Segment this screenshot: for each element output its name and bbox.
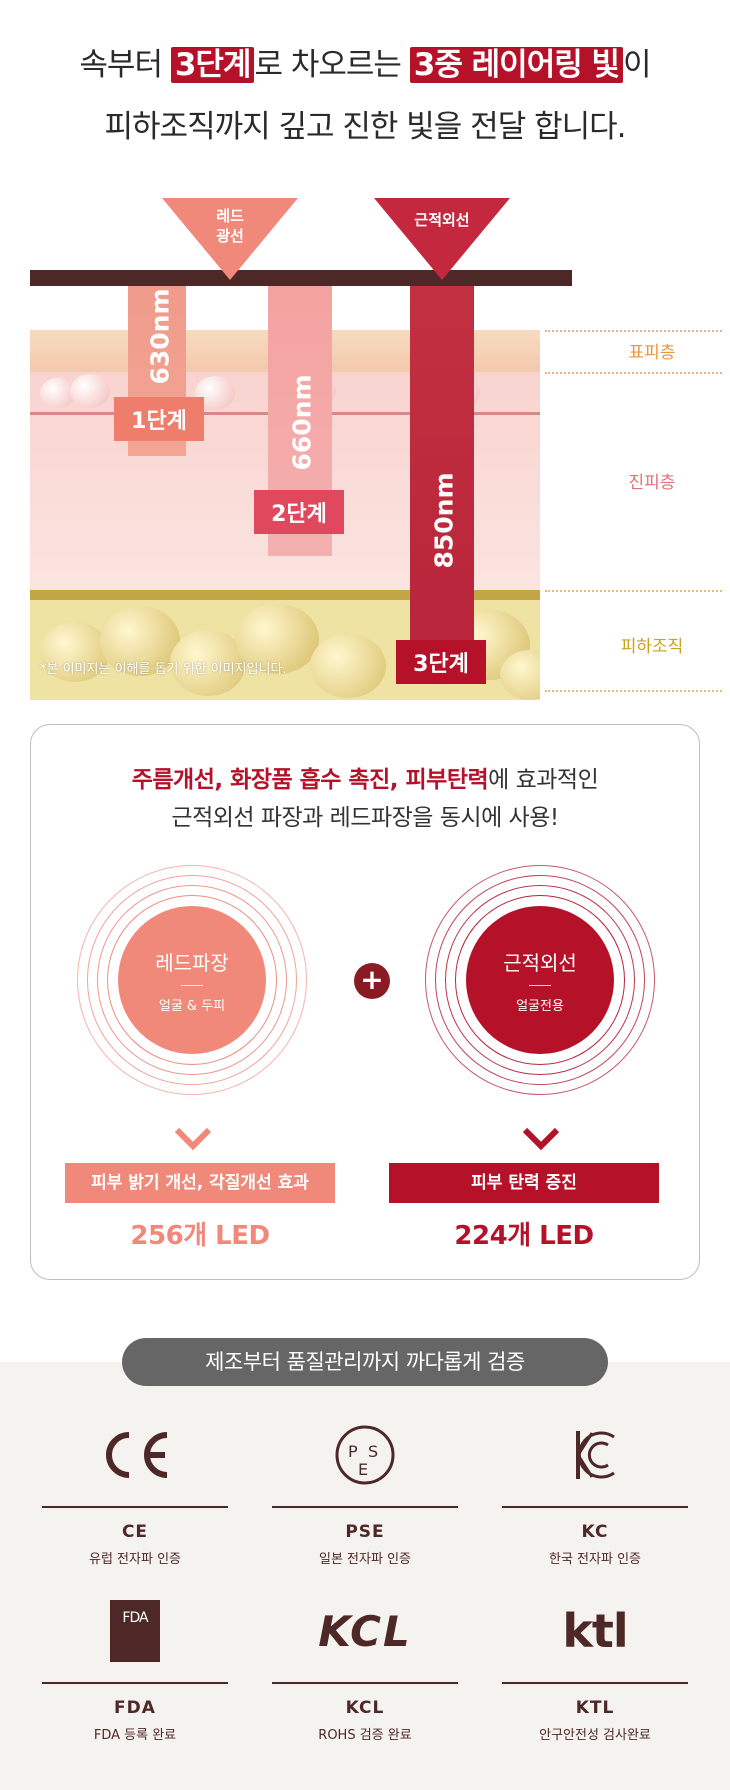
- cert-kcl: KCL KCL ROHS 검증 완료: [272, 1596, 458, 1743]
- disclaimer-note: *본 이미지는 이해를 돕기 위한 이미지입니다.: [40, 662, 287, 677]
- wavelength-label: 660nm: [287, 374, 317, 471]
- divider: [272, 1506, 458, 1508]
- cert-desc: 안구안전성 검사완료: [539, 1728, 651, 1743]
- red-wave-circle: 레드파장 얼굴 & 두피: [77, 865, 307, 1095]
- headline-text: 로 차오르는: [254, 47, 410, 83]
- svg-text:E: E: [358, 1460, 368, 1479]
- ring: [97, 885, 287, 1075]
- cert-ktl: ktl KTL 안구안전성 검사완료: [502, 1596, 688, 1743]
- cell-decoration: [70, 374, 110, 408]
- cert-desc: ROHS 검증 완료: [318, 1728, 412, 1743]
- epidermis-label: 표피층: [628, 343, 676, 363]
- svg-text:P: P: [348, 1442, 358, 1461]
- chevron-down-icon: [522, 1127, 560, 1151]
- cert-name: KC: [581, 1522, 609, 1542]
- effect-card: 주름개선, 화장품 흡수 촉진, 피부탄력에 효과적인 근적외선 파장과 레드파…: [30, 724, 700, 1280]
- guide-line: [545, 690, 722, 692]
- skin-layer-diagram: 630nm 660nm 850nm 1단계 2단계 3단계 레드 광선 근적외선…: [0, 190, 730, 700]
- ce-logo-icon: [42, 1420, 228, 1490]
- cert-ce: CE 유럽 전자파 인증: [42, 1420, 228, 1567]
- divider: [529, 984, 551, 986]
- effect-title-line-2: 근적외선 파장과 레드파장을 동시에 사용!: [171, 805, 559, 831]
- fda-logo-text: FDA: [110, 1600, 160, 1662]
- guide-line: [545, 330, 722, 332]
- step-2-label: 2단계: [254, 490, 344, 534]
- ktl-logo-icon: ktl: [502, 1596, 688, 1666]
- guide-line: [545, 590, 722, 592]
- plus-icon: +: [354, 963, 390, 999]
- headline-text: 속부터: [79, 47, 171, 83]
- red-light-label: 레드 광선: [216, 207, 244, 245]
- cert-name: KCL: [345, 1698, 385, 1718]
- ring: [87, 875, 297, 1085]
- nir-wave-circle: 근적외선 얼굴전용: [425, 865, 655, 1095]
- cert-name: FDA: [114, 1698, 156, 1718]
- divider: [42, 1506, 228, 1508]
- headline-text: 이: [623, 47, 652, 83]
- effect-keywords: 주름개선, 화장품 흡수 촉진, 피부탄력: [131, 767, 489, 793]
- red-led-count: 256개 LED: [130, 1221, 270, 1251]
- cert-desc: FDA 등록 완료: [93, 1728, 177, 1743]
- nir-wave-core: 근적외선 얼굴전용: [466, 906, 614, 1054]
- cert-fda: FDA FDA FDA 등록 완료: [42, 1596, 228, 1743]
- ring: [425, 865, 655, 1095]
- effect-card-title: 주름개선, 화장품 흡수 촉진, 피부탄력에 효과적인 근적외선 파장과 레드파…: [31, 761, 699, 837]
- cert-kc: KC 한국 전자파 인증: [502, 1420, 688, 1567]
- wavelength-label: 630nm: [145, 288, 175, 385]
- headline-line-2: 피하조직까지 깊고 진한 빛을 전달 합니다.: [104, 109, 627, 145]
- certification-title: 제조부터 품질관리까지 까다롭게 검증: [122, 1338, 608, 1386]
- cert-desc: 유럽 전자파 인증: [89, 1552, 181, 1567]
- ring: [445, 885, 635, 1075]
- dermis-label: 진피층: [628, 473, 676, 493]
- kcl-logo-text: KCL: [318, 1606, 412, 1656]
- nir-emitter-icon: [374, 198, 510, 280]
- nir-wave-usage: 얼굴전용: [516, 998, 564, 1014]
- highlight-triple-layer: 3중 레이어링 빛: [409, 47, 624, 83]
- red-wave-name: 레드파장: [155, 950, 229, 975]
- red-effect-label: 피부 밝기 개선, 각질개선 효과: [65, 1163, 335, 1203]
- chevron-down-icon: [174, 1127, 212, 1151]
- cert-desc: 한국 전자파 인증: [549, 1552, 641, 1567]
- ring: [435, 875, 645, 1085]
- wavelength-label: 850nm: [429, 472, 459, 569]
- cert-name: CE: [121, 1522, 149, 1542]
- highlight-3-steps: 3단계: [170, 47, 255, 83]
- cert-name: PSE: [345, 1522, 385, 1542]
- nir-light-label: 근적외선: [414, 211, 470, 229]
- ktl-logo-text: ktl: [562, 1604, 628, 1658]
- kc-logo-icon: [502, 1420, 688, 1490]
- fat-boundary: [30, 590, 540, 600]
- red-wave-core: 레드파장 얼굴 & 두피: [118, 906, 266, 1054]
- divider: [42, 1682, 228, 1684]
- cert-desc: 일본 전자파 인증: [319, 1552, 411, 1567]
- divider: [502, 1682, 688, 1684]
- fda-logo-icon: FDA: [42, 1596, 228, 1666]
- guide-line: [545, 372, 722, 374]
- ring: [77, 865, 307, 1095]
- divider: [272, 1682, 458, 1684]
- nir-led-count: 224개 LED: [454, 1221, 594, 1251]
- step-3-label: 3단계: [396, 640, 486, 684]
- kcl-logo-icon: KCL: [272, 1596, 458, 1666]
- ring: [107, 895, 277, 1065]
- step-1-label: 1단계: [114, 397, 204, 441]
- subcutaneous-label: 피하조직: [620, 637, 684, 657]
- nir-wave-name: 근적외선: [503, 950, 577, 975]
- red-wave-usage: 얼굴 & 두피: [158, 998, 226, 1014]
- svg-text:S: S: [368, 1442, 378, 1461]
- divider: [502, 1506, 688, 1508]
- effect-title-rest: 에 효과적인: [488, 767, 599, 793]
- cert-name: KTL: [575, 1698, 615, 1718]
- ring: [455, 895, 625, 1065]
- nir-effect-label: 피부 탄력 증진: [389, 1163, 659, 1203]
- red-light-emitter-icon: [162, 198, 298, 280]
- beam-850nm: [410, 286, 474, 676]
- divider: [181, 984, 203, 986]
